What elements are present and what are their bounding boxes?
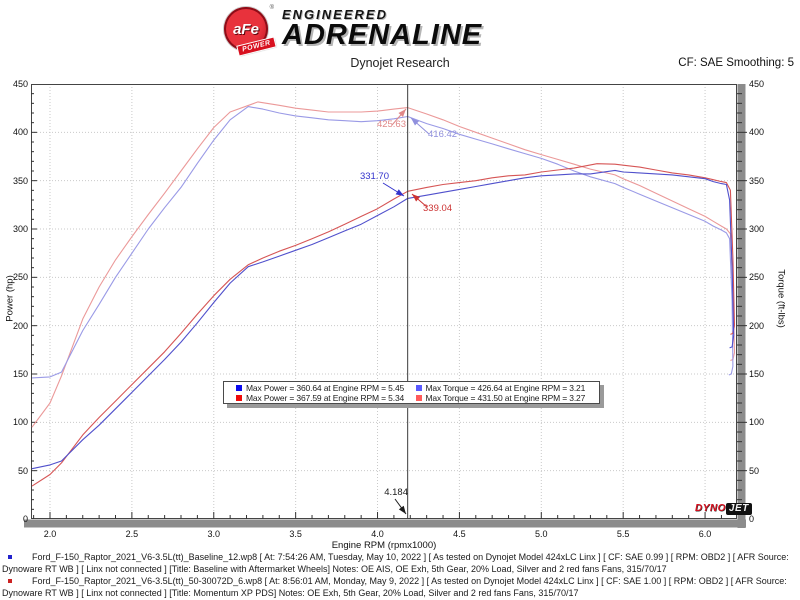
brand-text: ENGINEERED ADRENALINE [282,5,483,51]
legend-item: Max Power = 360.64 at Engine RPM = 5.45 [236,383,416,393]
x-tick-label: 3.5 [289,529,302,539]
afe-badge-text: aFe [233,20,259,38]
legend-label: Max Torque = 426.64 at Engine RPM = 3.21 [425,383,586,393]
y-tick-label-right: 350 [749,175,765,186]
bottom-axis-bar [24,519,746,528]
legend-label: Max Power = 360.64 at Engine RPM = 5.45 [246,383,405,393]
y-tick-label-left: 200 [12,320,28,331]
y-tick-label-right: 50 [749,465,760,476]
y-tick-label-left: 50 [17,465,28,476]
y-tick-label-left: 0 [22,514,28,524]
torque-baseline-value: 416.42 [428,129,458,140]
smoothing-setting-label: CF: SAE Smoothing: 5 [678,57,794,69]
plot-frame [31,84,737,519]
torque-momentum-value-arrowhead [398,109,406,117]
x-tick-label: 2.5 [125,529,139,539]
dynojet-logo-dyno: DYNO [695,503,726,514]
y-tick-label-left: 400 [12,127,28,138]
run-bullet-icon [8,555,12,559]
y-tick-label-left: 450 [12,79,28,89]
run-footnote: Ford_F-150_Raptor_2021_V6-3.5L(tt)_Basel… [2,552,789,574]
legend-item: Max Torque = 426.64 at Engine RPM = 3.21 [415,383,596,393]
power-baseline-value: 331.70 [359,171,389,182]
power-momentum-value: 339.04 [423,203,453,214]
y-tick-label-left: 150 [12,369,28,379]
legend-swatch-icon [415,385,422,391]
cursor-rpm-value-arrowhead [398,505,406,514]
run-footnotes: Ford_F-150_Raptor_2021_V6-3.5L(tt)_Basel… [2,552,796,600]
y-axis-title-torque: Torque (ft-lbs) [775,269,787,328]
torque-baseline-value-arrowhead [411,118,419,126]
legend-box[interactable]: Max Power = 360.64 at Engine RPM = 5.45 M… [223,381,600,404]
x-tick-label: 2.0 [43,529,57,539]
legend-label: Max Torque = 431.50 at Engine RPM = 3.27 [425,393,586,403]
y-tick-label-right: 150 [749,369,765,379]
run-bullet-icon [8,579,12,583]
y-tick-label-right: 450 [749,79,765,89]
afe-badge: aFe ® POWER [222,5,278,56]
y-tick-label-left: 350 [12,175,28,186]
run-footnote: Ford_F-150_Raptor_2021_V6-3.5L(tt)_50-30… [2,576,787,598]
x-tick-label: 4.0 [371,529,384,539]
curve-power_baseline [31,169,735,470]
y-tick-label-right: 200 [749,320,765,331]
y-tick-label-left: 250 [12,272,28,283]
y-tick-label-right: 250 [749,272,765,283]
y-axis-title-power: Power (hp) [4,275,16,322]
curve-torque_baseline [31,106,734,379]
x-tick-label: 6.0 [698,529,712,539]
x-tick-label: 5.5 [616,529,630,539]
legend-label: Max Power = 367.59 at Engine RPM = 5.34 [246,393,405,403]
legend-swatch-icon [415,395,422,401]
registered-mark-icon: ® [269,5,274,11]
dynojet-logo: DYNO JET [695,503,752,515]
curve-torque_momentum [31,101,736,428]
x-axis-title: Engine RPM (rpmx1000) [331,540,437,551]
power-baseline-value-arrowhead [395,189,404,196]
x-tick-label: 3.0 [207,529,220,539]
chart-title: Dynojet Research [350,56,450,70]
y-tick-label-right: 100 [749,417,765,428]
y-tick-label-right: 0 [749,514,755,524]
legend-swatch-icon [236,395,242,401]
curve-power_momentum [31,163,736,487]
y-tick-label-right: 400 [749,127,765,138]
dynojet-logo-jet: JET [725,503,752,515]
brand-engineered-text: ENGINEERED [282,7,388,22]
x-tick-label: 5.0 [535,529,548,539]
x-tick-label: 4.5 [453,529,466,539]
y-tick-label-left: 300 [12,224,28,234]
cursor-rpm-value: 4.184 [384,487,408,498]
dyno-plot-svg [24,84,747,528]
y-tick-label-left: 100 [12,417,28,428]
y-tick-label-right: 300 [749,224,765,234]
power-momentum-value-arrowhead [412,194,421,202]
brand-adrenaline-text: ADRENALINE [282,19,483,51]
legend-item: Max Power = 367.59 at Engine RPM = 5.34 [236,393,416,403]
torque-momentum-value: 425.63 [376,119,406,130]
legend-item: Max Torque = 431.50 at Engine RPM = 3.27 [415,393,596,403]
afe-brand-logo: aFe ® POWER ENGINEERED ADRENALINE [222,5,483,56]
legend-swatch-icon [236,385,242,391]
plot-area: Max Power = 360.64 at Engine RPM = 5.45 M… [24,84,752,528]
